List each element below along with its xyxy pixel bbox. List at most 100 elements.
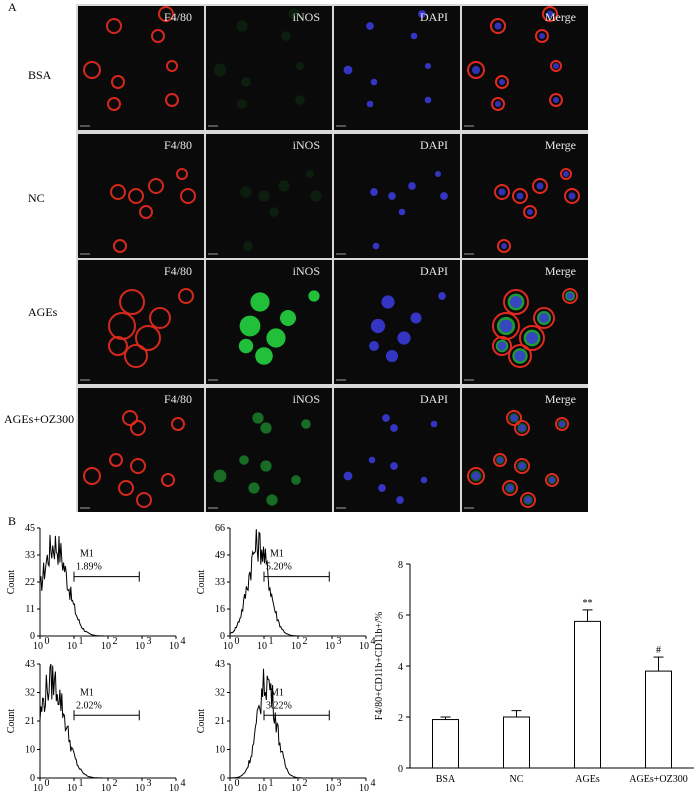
y-tick-label: 21 xyxy=(215,716,225,727)
inos-signal xyxy=(266,328,286,348)
x-tick-exponent: 1 xyxy=(269,778,274,789)
cell-membrane xyxy=(519,325,545,351)
x-tick-exponent: 0 xyxy=(45,636,50,647)
cell-membrane xyxy=(119,289,145,315)
cell-membrane xyxy=(493,453,507,467)
channel-label: F4/80 xyxy=(163,10,192,24)
cell-membrane xyxy=(512,188,528,204)
gate-percent: 2.02% xyxy=(76,700,102,711)
x-tick-label: 10 xyxy=(101,641,111,652)
cell-membrane xyxy=(514,420,530,436)
x-tick-label: 10 xyxy=(67,641,77,652)
nucleus xyxy=(568,192,576,200)
scale-bar xyxy=(464,253,474,255)
nucleus xyxy=(396,496,404,504)
category-label: BSA xyxy=(436,774,456,785)
nucleus xyxy=(501,243,507,249)
y-tick-label: 32 xyxy=(25,688,35,699)
nucleus xyxy=(370,318,386,334)
cell-membrane xyxy=(108,336,128,356)
y-tick-label: 21 xyxy=(25,716,35,727)
scale-bar xyxy=(80,253,90,255)
cell-membrane xyxy=(533,307,555,329)
micrograph-tile: DAPI xyxy=(334,6,460,130)
cell-membrane xyxy=(151,29,165,43)
y-tick-label: 2 xyxy=(398,713,403,724)
panel-b-label: B xyxy=(8,514,17,528)
nucleus xyxy=(438,292,446,300)
inos-signal xyxy=(296,62,304,70)
y-tick-label: 10 xyxy=(215,745,225,756)
nucleus xyxy=(390,424,398,432)
cell-membrane xyxy=(165,93,179,107)
gate-percent: 3.22% xyxy=(266,700,292,711)
gate-label: M1 xyxy=(80,687,94,698)
cell-membrane xyxy=(106,18,122,34)
inos-signal xyxy=(238,338,254,354)
inos-signal xyxy=(240,186,252,198)
nucleus xyxy=(546,10,554,18)
cell-membrane xyxy=(108,312,136,340)
scale-bar xyxy=(208,253,218,255)
nucleus xyxy=(499,319,513,333)
nucleus xyxy=(536,182,544,190)
inos-signal xyxy=(266,494,278,506)
bar-chart: F4/80+CD11b+CD11b+/% 0 2 4 6 8 BSA NC ** AGEs # AGE… xyxy=(370,548,698,794)
nucleus xyxy=(518,424,526,432)
channel-label: iNOS xyxy=(292,10,320,24)
micrograph-tile: Merge xyxy=(462,388,588,512)
cell-membrane xyxy=(122,410,138,426)
scale-bar xyxy=(80,507,90,509)
cell-membrane xyxy=(492,336,512,356)
channel-label: F4/80 xyxy=(163,392,192,406)
inos-signal xyxy=(288,8,300,20)
channel-label: iNOS xyxy=(292,264,320,278)
significance-mark: # xyxy=(656,645,661,656)
inos-signal xyxy=(250,292,270,312)
micrograph-tile: iNOS xyxy=(206,260,332,384)
channel-label: iNOS xyxy=(292,138,320,152)
nucleus xyxy=(435,171,441,177)
x-tick-exponent: 0 xyxy=(235,636,240,647)
micrograph-tile: DAPI xyxy=(334,260,460,384)
cell-membrane xyxy=(148,178,164,194)
channel-label: DAPI xyxy=(419,264,448,278)
x-tick-exponent: 2 xyxy=(303,778,308,789)
row-label-nc: NC xyxy=(28,191,45,205)
x-tick-exponent: 0 xyxy=(45,778,50,789)
nucleus xyxy=(526,332,538,344)
inos-signal xyxy=(310,190,322,202)
x-tick-label: 10 xyxy=(257,783,267,794)
cell-membrane xyxy=(535,29,549,43)
gate-label: M1 xyxy=(270,549,284,560)
histogram-trace xyxy=(39,534,122,637)
inos-signal xyxy=(241,77,251,87)
x-tick-exponent: 1 xyxy=(269,636,274,647)
x-tick-label: 10 xyxy=(169,641,179,652)
scale-bar xyxy=(464,379,474,381)
inos-signal xyxy=(258,190,270,202)
x-tick-label: 10 xyxy=(169,783,179,794)
nucleus xyxy=(418,10,426,18)
bar xyxy=(432,719,459,769)
cell-membrane xyxy=(109,453,123,467)
nucleus xyxy=(440,192,448,200)
x-tick-exponent: 4 xyxy=(181,778,186,789)
nucleus xyxy=(516,192,524,200)
category-label: AGEs xyxy=(575,774,600,785)
x-tick-label: 10 xyxy=(33,783,43,794)
y-tick-label: 16 xyxy=(215,604,225,615)
x-tick-exponent: 2 xyxy=(113,778,118,789)
category-label: AGEs+OZ300 xyxy=(629,774,687,785)
nucleus xyxy=(424,96,432,104)
x-tick-exponent: 4 xyxy=(371,636,376,647)
x-tick-exponent: 3 xyxy=(147,636,152,647)
cell-membrane xyxy=(532,178,548,194)
nucleus xyxy=(388,192,396,200)
x-tick-exponent: 0 xyxy=(235,778,240,789)
cell-membrane xyxy=(494,184,510,200)
y-tick-label: 33 xyxy=(215,577,225,588)
y-tick-label: 32 xyxy=(215,688,225,699)
y-tick-label: 0 xyxy=(220,773,225,784)
histogram-trace xyxy=(39,663,122,779)
